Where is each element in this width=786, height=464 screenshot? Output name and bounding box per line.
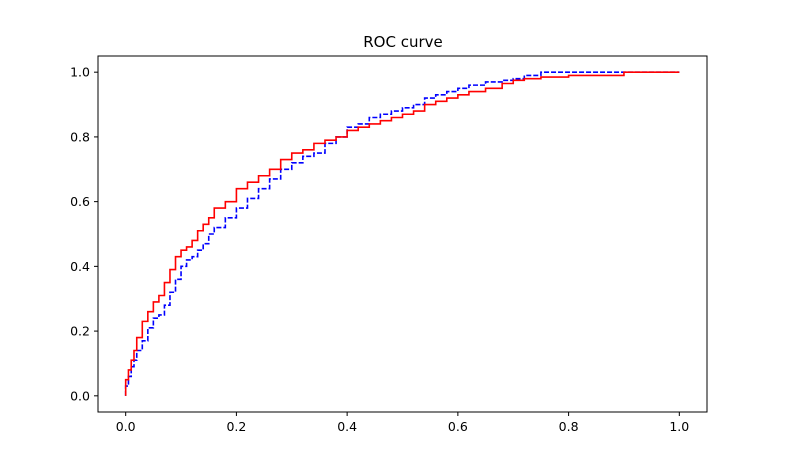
- x-tick-label: 1.0: [669, 419, 689, 434]
- plot-frame: [97, 55, 708, 413]
- series-layer: [124, 71, 680, 396]
- x-tick-label: 0.2: [226, 419, 246, 434]
- chart-title: ROC curve: [363, 33, 443, 51]
- x-tick-label: 0.4: [337, 419, 357, 434]
- x-tick-label: 0.6: [448, 419, 468, 434]
- y-axis: 0.0 0.2 0.4 0.6 0.8 1.0: [70, 65, 98, 403]
- y-tick-label: 0.4: [70, 259, 90, 274]
- y-tick-label: 0.2: [70, 324, 90, 339]
- y-tick-label: 0.0: [70, 388, 90, 403]
- y-tick-label: 1.0: [70, 65, 90, 80]
- x-axis: 0.0 0.2 0.4 0.6 0.8 1.0: [116, 412, 689, 434]
- y-tick-label: 0.6: [70, 194, 90, 209]
- x-tick-label: 0.8: [559, 419, 579, 434]
- x-tick-label: 0.0: [116, 419, 136, 434]
- y-tick-label: 0.8: [70, 129, 90, 144]
- roc-series-red-solid: [124, 71, 680, 396]
